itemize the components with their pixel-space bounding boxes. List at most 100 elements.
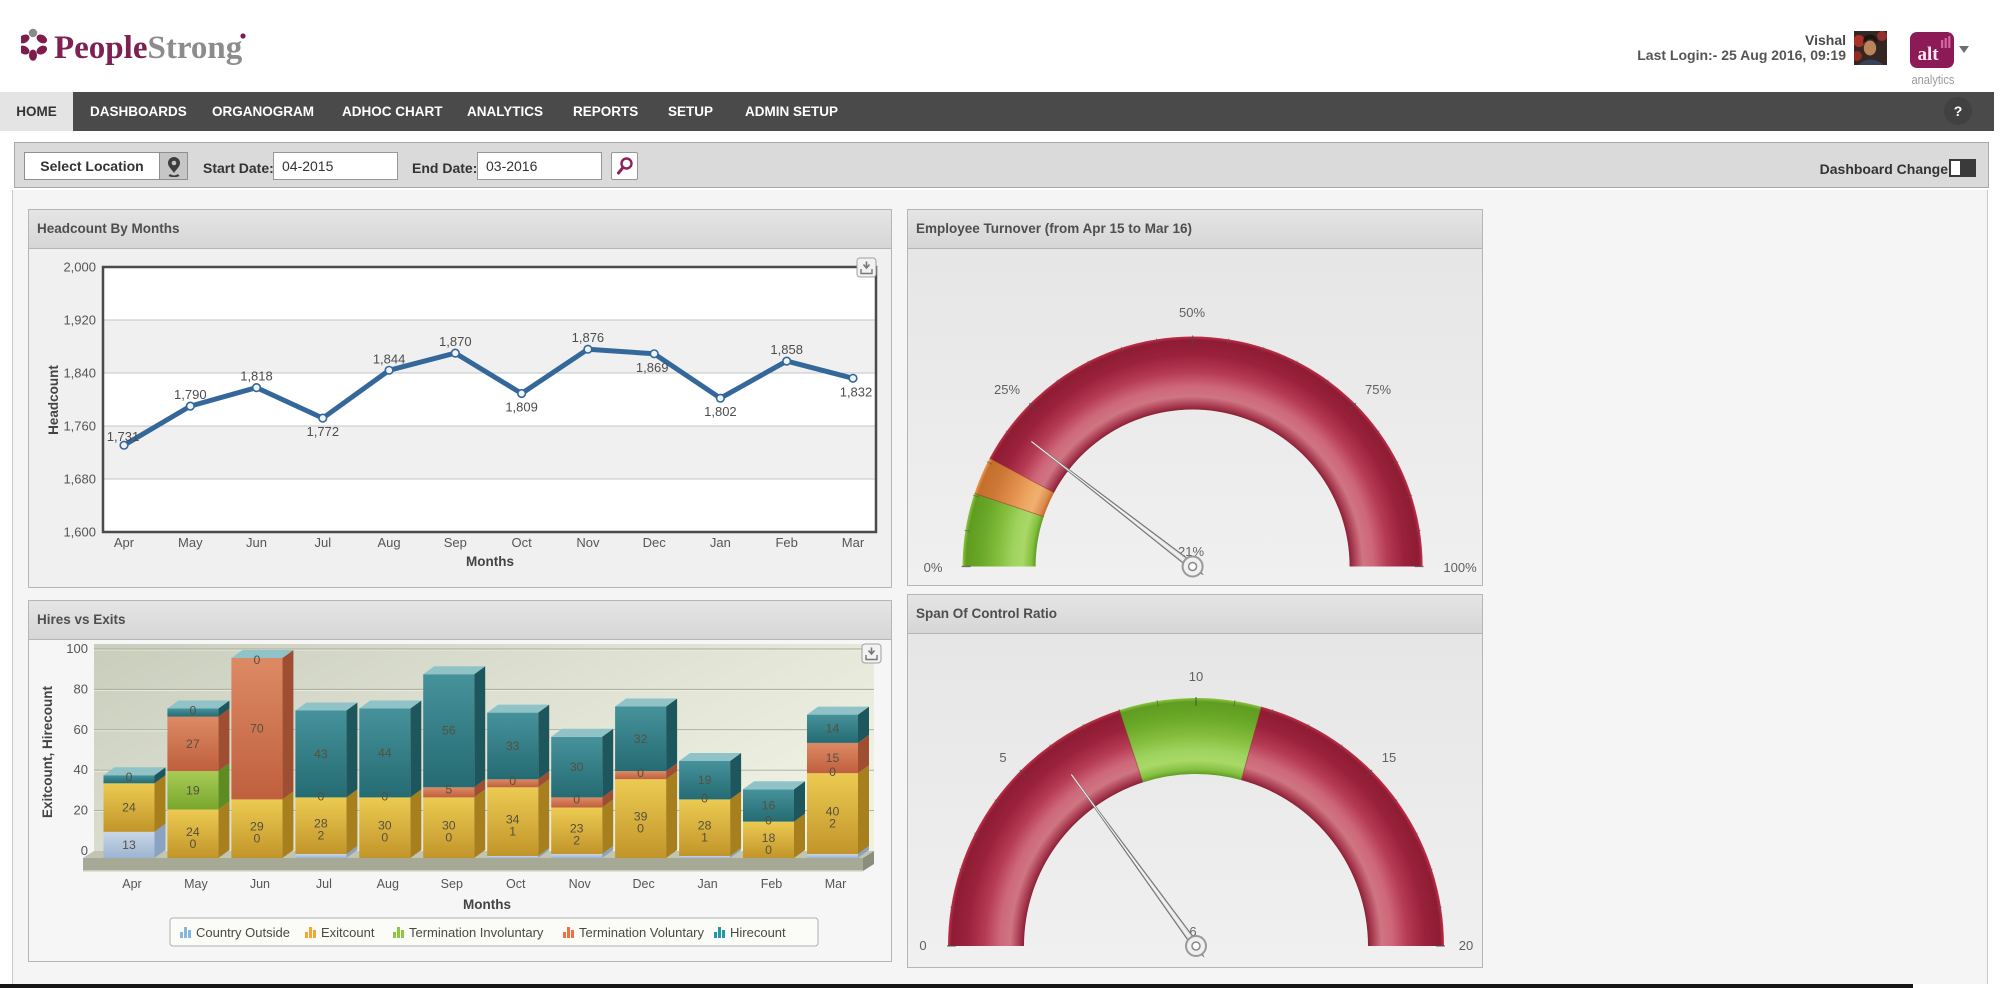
svg-text:Months: Months: [466, 554, 514, 569]
svg-text:30: 30: [570, 760, 584, 774]
svg-text:0: 0: [381, 789, 388, 803]
svg-text:Termination Voluntary: Termination Voluntary: [579, 925, 705, 940]
svg-text:14: 14: [826, 722, 840, 736]
svg-text:30: 30: [442, 819, 456, 833]
svg-text:1,600: 1,600: [63, 525, 96, 540]
svg-text:1,844: 1,844: [373, 351, 406, 366]
svg-text:0: 0: [573, 792, 580, 806]
svg-text:20: 20: [1459, 938, 1473, 953]
svg-text:29: 29: [250, 820, 264, 834]
svg-text:1,772: 1,772: [307, 424, 340, 439]
svg-text:19: 19: [698, 773, 712, 787]
svg-text:100: 100: [66, 641, 88, 656]
svg-text:39: 39: [634, 810, 648, 824]
svg-text:25%: 25%: [994, 382, 1020, 397]
svg-text:16: 16: [762, 799, 776, 813]
svg-text:Nov: Nov: [576, 535, 600, 550]
svg-text:1,832: 1,832: [840, 384, 873, 399]
svg-text:60: 60: [74, 722, 88, 737]
svg-text:1: 1: [509, 825, 516, 839]
svg-text:1,920: 1,920: [63, 313, 96, 328]
svg-text:0: 0: [317, 789, 324, 803]
svg-text:80: 80: [74, 681, 88, 696]
svg-text:Dec: Dec: [643, 535, 667, 550]
svg-text:0: 0: [253, 653, 260, 667]
svg-text:28: 28: [698, 819, 712, 833]
svg-text:24: 24: [122, 801, 136, 815]
svg-text:15: 15: [826, 751, 840, 765]
svg-text:21%: 21%: [1178, 544, 1204, 559]
svg-text:28: 28: [314, 817, 328, 831]
svg-text:Jul: Jul: [316, 877, 332, 891]
svg-text:Exitcount: Exitcount: [321, 925, 375, 940]
svg-text:10: 10: [1189, 669, 1203, 684]
svg-text:Feb: Feb: [775, 535, 797, 550]
svg-text:1,790: 1,790: [174, 387, 207, 402]
svg-text:1,760: 1,760: [63, 419, 96, 434]
svg-text:0: 0: [189, 704, 196, 718]
svg-text:0: 0: [126, 770, 133, 784]
svg-text:50%: 50%: [1179, 305, 1205, 320]
svg-text:0: 0: [765, 814, 772, 828]
svg-text:Jun: Jun: [246, 535, 267, 550]
svg-text:13: 13: [122, 838, 136, 852]
svg-text:0: 0: [81, 843, 88, 858]
svg-text:May: May: [178, 535, 203, 550]
svg-text:44: 44: [378, 746, 392, 760]
svg-text:0: 0: [637, 822, 644, 836]
svg-text:40: 40: [74, 762, 88, 777]
svg-text:6: 6: [1189, 924, 1196, 939]
svg-text:33: 33: [506, 739, 520, 753]
svg-text:May: May: [184, 877, 208, 891]
svg-text:1,802: 1,802: [704, 404, 737, 419]
svg-text:1: 1: [701, 831, 708, 845]
svg-text:Mar: Mar: [842, 535, 865, 550]
svg-text:Exitcount, Hirecount: Exitcount, Hirecount: [40, 685, 55, 818]
svg-text:18: 18: [762, 831, 776, 845]
svg-text:Months: Months: [463, 897, 511, 912]
svg-text:1,809: 1,809: [505, 400, 538, 415]
svg-text:0: 0: [445, 831, 452, 845]
svg-text:2: 2: [317, 829, 324, 843]
svg-text:0: 0: [829, 765, 836, 779]
svg-text:0: 0: [381, 831, 388, 845]
svg-text:0: 0: [765, 843, 772, 857]
svg-text:Hirecount: Hirecount: [730, 925, 786, 940]
svg-text:PeopleStrong: PeopleStrong: [54, 30, 243, 66]
svg-text:Sep: Sep: [444, 535, 467, 550]
svg-text:Termination Involuntary: Termination Involuntary: [409, 925, 544, 940]
svg-text:Jun: Jun: [250, 877, 270, 891]
svg-text:1,680: 1,680: [63, 472, 96, 487]
svg-text:1,876: 1,876: [572, 330, 605, 345]
svg-text:Apr: Apr: [114, 535, 135, 550]
svg-text:Feb: Feb: [761, 877, 783, 891]
svg-text:40: 40: [826, 805, 840, 819]
svg-text:1,869: 1,869: [636, 360, 669, 375]
svg-text:Apr: Apr: [122, 877, 141, 891]
svg-text:34: 34: [506, 813, 520, 827]
svg-text:2,000: 2,000: [63, 260, 96, 275]
svg-text:2: 2: [829, 817, 836, 831]
svg-text:Mar: Mar: [825, 877, 847, 891]
svg-text:0%: 0%: [924, 560, 943, 575]
svg-text:2: 2: [573, 834, 580, 848]
svg-text:1,840: 1,840: [63, 366, 96, 381]
svg-text:1,858: 1,858: [770, 342, 803, 357]
svg-text:Aug: Aug: [377, 877, 399, 891]
svg-text:30: 30: [378, 819, 392, 833]
svg-text:100%: 100%: [1443, 560, 1477, 575]
svg-text:5: 5: [999, 750, 1006, 765]
svg-text:75%: 75%: [1365, 382, 1391, 397]
svg-text:70: 70: [250, 722, 264, 736]
svg-text:0: 0: [189, 837, 196, 851]
svg-text:1,870: 1,870: [439, 334, 472, 349]
svg-text:0: 0: [919, 938, 926, 953]
svg-text:0: 0: [509, 774, 516, 788]
svg-text:20: 20: [74, 803, 88, 818]
svg-text:0: 0: [637, 766, 644, 780]
svg-text:5: 5: [445, 782, 452, 796]
svg-text:alt: alt: [1917, 44, 1939, 65]
svg-text:24: 24: [186, 825, 200, 839]
svg-text:0: 0: [253, 832, 260, 846]
svg-text:Jan: Jan: [710, 535, 731, 550]
